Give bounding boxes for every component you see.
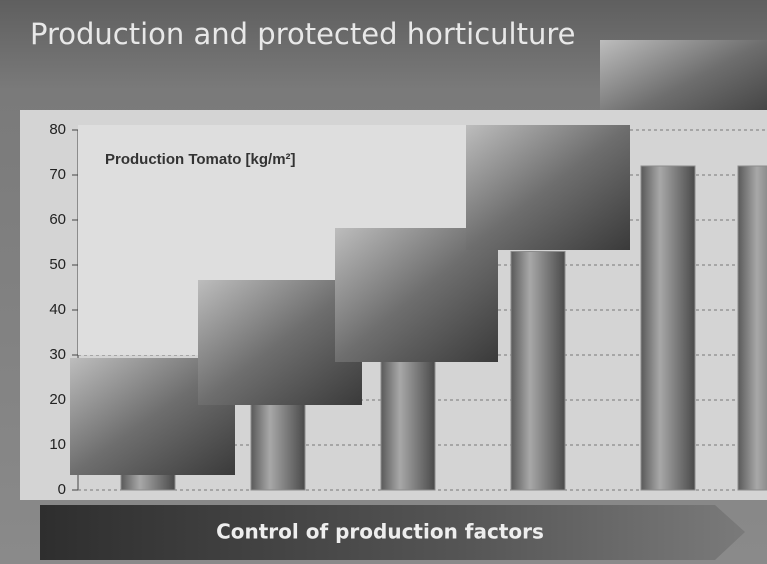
- bar: [251, 400, 305, 490]
- slide: Production and protected horticulture Pr…: [0, 0, 767, 564]
- crop-photo: [466, 125, 630, 250]
- y-tick-label: 40: [49, 301, 66, 318]
- y-tick-label: 50: [49, 256, 66, 273]
- y-tick-label: 10: [49, 436, 66, 453]
- arrow-label: Control of production factors: [216, 520, 544, 544]
- y-tick-label: 0: [58, 481, 66, 498]
- slide-title: Production and protected horticulture: [30, 17, 575, 51]
- bar: [381, 342, 435, 491]
- y-tick-label: 80: [49, 121, 66, 138]
- y-tick-label: 70: [49, 166, 66, 183]
- y-tick-label: 60: [49, 211, 66, 228]
- bar: [641, 166, 695, 490]
- bar: [511, 252, 565, 491]
- bar: [738, 166, 767, 490]
- chart-subtitle: Production Tomato [kg/m²]: [105, 151, 296, 168]
- y-tick-label: 30: [49, 346, 66, 363]
- y-tick-label: 20: [49, 391, 66, 408]
